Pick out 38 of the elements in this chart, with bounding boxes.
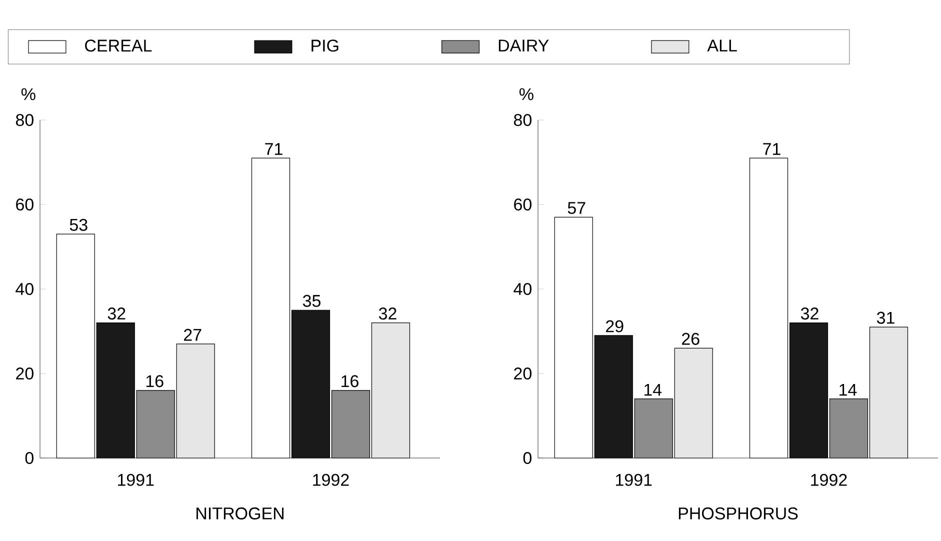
- y-axis-title: %: [21, 88, 36, 100]
- data-label: 53: [70, 218, 88, 231]
- legend-label: CEREAL: [85, 40, 152, 52]
- data-label: 29: [606, 320, 624, 332]
- x-tick-label: 1992: [313, 474, 349, 486]
- data-label: 31: [876, 312, 894, 324]
- data-label: 32: [800, 308, 818, 320]
- legend-label: ALL: [707, 40, 737, 52]
- data-label: 35: [302, 294, 320, 307]
- y-tick-label: 60: [16, 198, 34, 211]
- data-label: 57: [568, 202, 586, 214]
- legend-label: DAIRY: [498, 40, 549, 52]
- data-label: 14: [840, 384, 857, 396]
- y-tick-label: 80: [514, 114, 532, 126]
- data-label: 32: [378, 308, 396, 320]
- x-axis-title: NITROGEN: [196, 507, 284, 520]
- legend-label: PIG: [312, 40, 338, 52]
- data-label: 27: [184, 328, 202, 341]
- y-tick-label: 40: [16, 282, 34, 296]
- y-tick-label: 0: [25, 452, 34, 464]
- y-tick-label: 0: [523, 452, 532, 464]
- data-label: 14: [644, 384, 662, 396]
- x-axis-title: PHOSPHORUS: [678, 507, 798, 520]
- y-axis-title: %: [519, 88, 534, 100]
- y-tick-label: 20: [16, 367, 34, 380]
- data-label: 32: [108, 308, 126, 320]
- data-label: 16: [342, 375, 358, 388]
- data-label: 71: [265, 143, 282, 155]
- x-tick-label: 1992: [811, 474, 847, 486]
- y-tick-label: 20: [514, 367, 532, 380]
- data-label: 26: [682, 332, 700, 345]
- data-label: 71: [763, 143, 780, 155]
- x-tick-label: 1991: [118, 474, 154, 486]
- y-tick-label: 80: [16, 114, 34, 126]
- y-tick-label: 60: [514, 198, 532, 211]
- y-tick-label: 40: [514, 282, 532, 296]
- data-label: 16: [146, 375, 164, 388]
- x-tick-label: 1991: [616, 474, 652, 486]
